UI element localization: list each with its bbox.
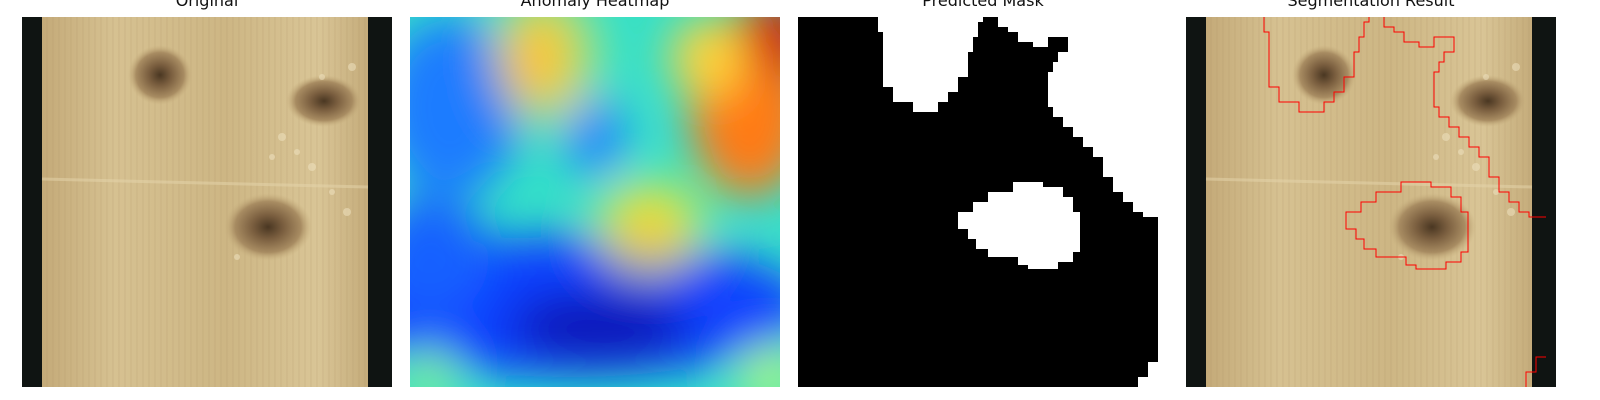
panel-mask: Predicted Mask (798, 0, 1168, 400)
panel-original: Original (22, 0, 392, 400)
knot (1450, 75, 1526, 127)
panel-title: Original (175, 0, 239, 10)
panel-title: Anomaly Heatmap (520, 0, 670, 10)
knot (286, 75, 362, 127)
segmentation-contour (1263, 17, 1546, 387)
panel-title: Segmentation Result (1287, 0, 1455, 10)
panel-title: Predicted Mask (922, 0, 1044, 10)
anomaly-heatmap (410, 17, 780, 387)
wood-image (22, 17, 392, 387)
segmentation-image (1186, 17, 1556, 387)
panel-heatmap: Anomaly Heatmap (410, 0, 780, 400)
knot (1292, 45, 1356, 105)
knot (128, 45, 192, 105)
knot (224, 193, 312, 261)
knot (1388, 193, 1476, 261)
panel-segmentation: Segmentation Result (1186, 0, 1556, 400)
predicted-mask (798, 17, 1168, 387)
